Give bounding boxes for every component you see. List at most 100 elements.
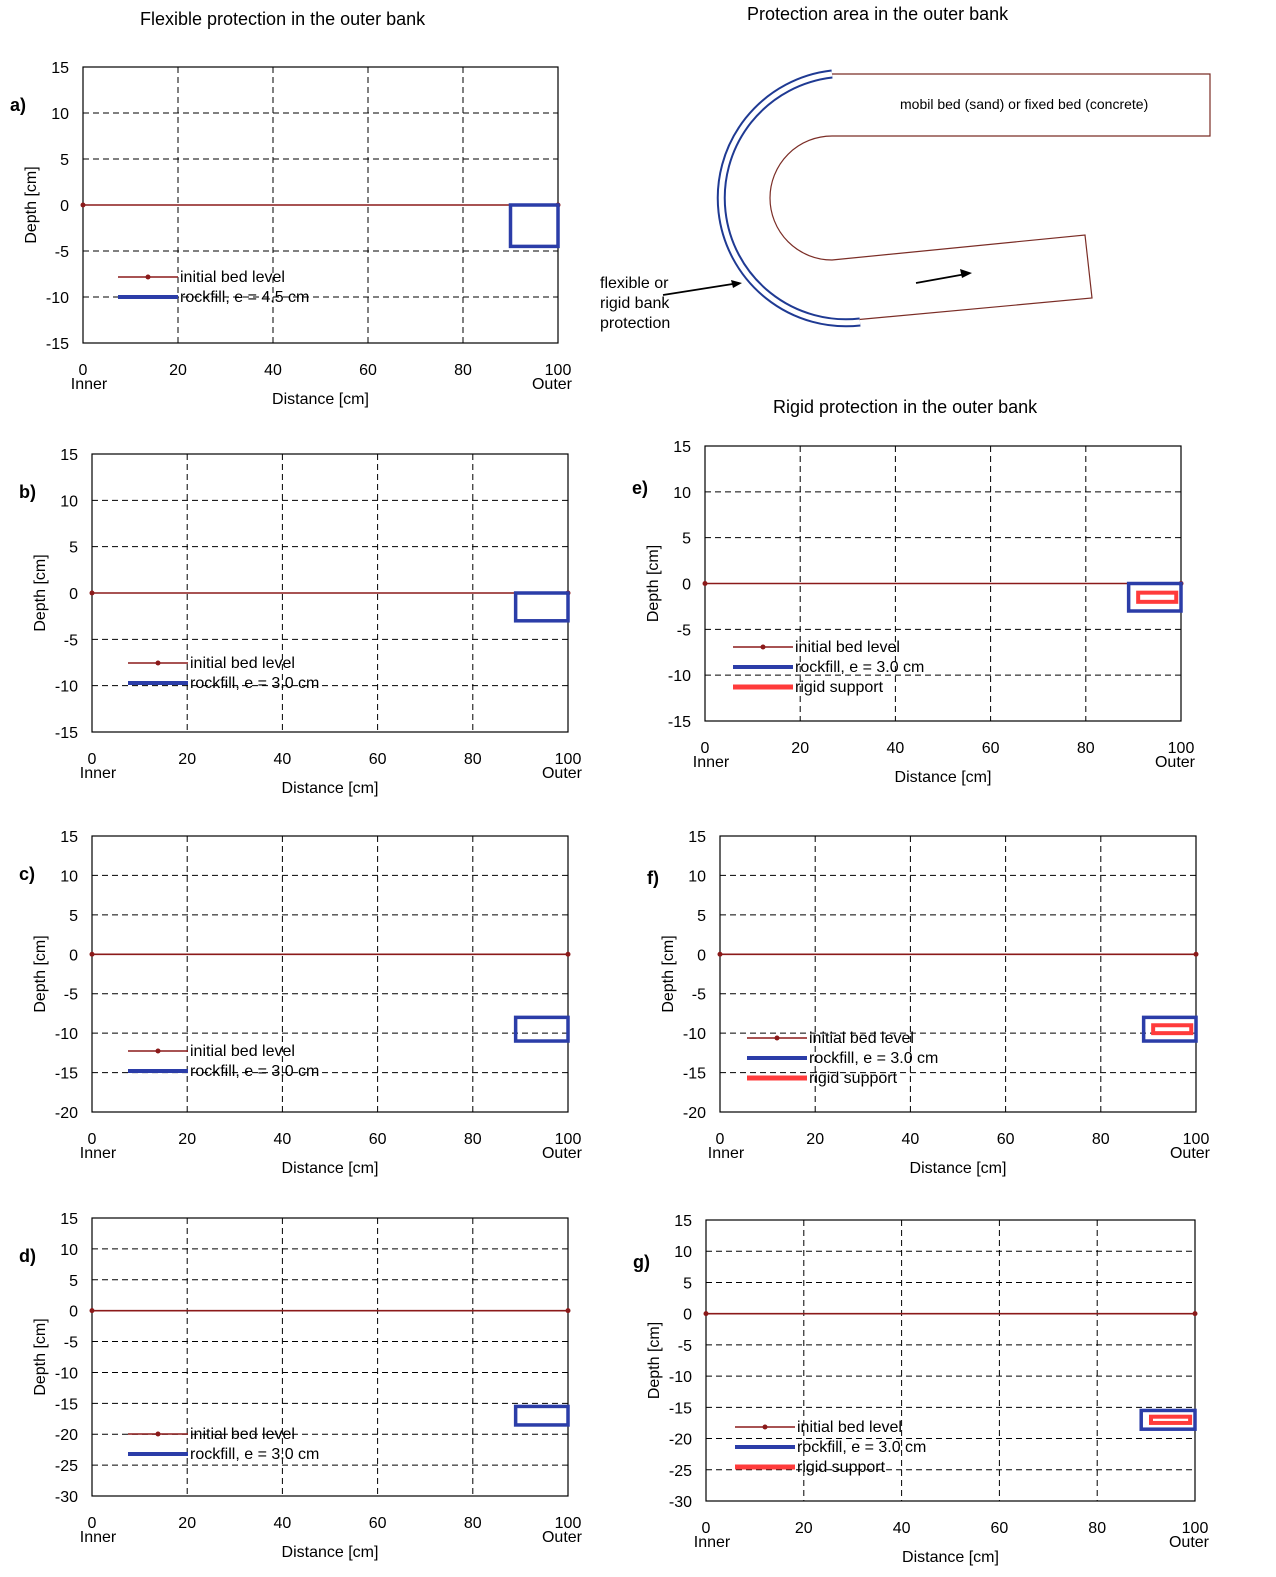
legend-label: rockfill, e = 3.0 cm — [190, 1446, 319, 1463]
legend-label: rockfill, e = 3.0 cm — [809, 1050, 938, 1067]
bed-level-point — [89, 951, 95, 957]
y-tick-label: -10 — [55, 679, 78, 696]
y-tick-label: 0 — [69, 586, 78, 603]
y-tick-label: -10 — [46, 290, 69, 307]
rigid-support-box — [1136, 590, 1179, 604]
x-tick-label: 100 — [555, 1515, 582, 1532]
y-tick-label: -10 — [55, 1365, 78, 1382]
x-axis-label: Distance [cm] — [282, 780, 379, 797]
x-tick-label: 40 — [274, 751, 292, 768]
protection-label-line-3: protection — [600, 315, 670, 332]
x-tick-label: 60 — [982, 740, 1000, 757]
rockfill-box — [1139, 1408, 1197, 1431]
x-tick-label: 80 — [464, 1515, 482, 1532]
rockfill-box — [1126, 581, 1183, 613]
y-axis-label: Depth [cm] — [23, 166, 40, 243]
x-tick-label: 100 — [545, 362, 572, 379]
y-tick-label: 10 — [60, 493, 78, 510]
legend-marker-bed — [155, 1048, 161, 1054]
x-tick-label: 0 — [88, 751, 97, 768]
legend-label: rigid support — [795, 679, 884, 696]
rockfill-box — [513, 1404, 570, 1427]
rockfill-box — [513, 591, 570, 623]
protection-area-title: Protection area in the outer bank — [747, 4, 1009, 24]
rigid-support-box — [1148, 1414, 1193, 1425]
plot-frame — [719, 835, 1197, 1113]
y-tick-label: 5 — [60, 152, 69, 169]
chart-g: 15 10 5 0 -5 -10 -15 -20 -25 -30 0 20 40 60 80 100 Inner… — [633, 1213, 1210, 1566]
rockfill-box — [513, 1015, 570, 1043]
outer-label: Outer — [1170, 1145, 1211, 1162]
protection-pointer-arrowhead — [731, 280, 742, 288]
y-tick-label: 0 — [682, 577, 691, 594]
inner-label: Inner — [694, 1534, 731, 1551]
outer-label: Outer — [542, 765, 583, 782]
bed-level-point — [565, 1308, 571, 1314]
channel-schematic: mobil bed (sand) or fixed bed (concrete)… — [600, 69, 1211, 332]
x-tick-label: 20 — [169, 362, 187, 379]
bed-level-point — [1192, 1311, 1198, 1317]
legend-marker-bed — [155, 1431, 161, 1437]
y-tick-label: 10 — [60, 868, 78, 885]
x-tick-label: 60 — [369, 1515, 387, 1532]
x-tick-label: 100 — [555, 751, 582, 768]
rigid-support-box — [1151, 1023, 1194, 1036]
y-tick-label: 5 — [682, 531, 691, 548]
outer-label: Outer — [542, 1529, 583, 1546]
y-axis-label: Depth [cm] — [660, 935, 677, 1012]
rockfill-box — [1141, 1015, 1198, 1043]
y-tick-label: 10 — [51, 106, 69, 123]
x-tick-label: 40 — [274, 1515, 292, 1532]
chart-b: 15 10 5 0 -5 -10 -15 0 20 40 60 80 100 Inner Outer Dist… — [19, 447, 583, 797]
bank-protection-band-inner — [718, 71, 861, 326]
plot-frame — [91, 1217, 569, 1497]
y-tick-label: 15 — [674, 1213, 692, 1230]
y-tick-label: -15 — [55, 1066, 78, 1083]
panel-letter: e) — [632, 478, 648, 498]
y-tick-label: 10 — [674, 1244, 692, 1261]
legend-label: initial bed level — [190, 1426, 295, 1443]
channel-outline — [769, 73, 1211, 323]
x-tick-label: 80 — [454, 362, 472, 379]
y-axis-label: Depth [cm] — [645, 545, 662, 622]
legend-marker-bed — [155, 660, 161, 666]
y-tick-label: -10 — [669, 1369, 692, 1386]
x-tick-label: 40 — [274, 1131, 292, 1148]
plot-frame — [91, 835, 569, 1113]
legend-label: rockfill, e = 3.0 cm — [190, 675, 319, 692]
y-tick-label: 15 — [60, 447, 78, 464]
y-tick-label: -25 — [669, 1463, 692, 1480]
x-axis-label: Distance [cm] — [272, 391, 369, 408]
y-tick-label: -15 — [46, 336, 69, 353]
inner-label: Inner — [80, 1145, 117, 1162]
x-tick-label: 20 — [806, 1131, 824, 1148]
y-axis-label: Depth [cm] — [646, 1322, 663, 1399]
outer-label: Outer — [542, 1145, 583, 1162]
outer-label: Outer — [1169, 1534, 1210, 1551]
y-tick-label: -30 — [55, 1489, 78, 1506]
outer-label: Outer — [1155, 754, 1196, 771]
panel-letter: g) — [633, 1252, 650, 1272]
y-tick-label: -10 — [683, 1026, 706, 1043]
legend-label: rigid support — [809, 1070, 898, 1087]
y-tick-label: -30 — [669, 1494, 692, 1511]
y-tick-label: -5 — [64, 632, 78, 649]
x-tick-label: 100 — [1182, 1520, 1209, 1537]
legend-label: rockfill, e = 3.0 cm — [795, 659, 924, 676]
x-tick-label: 20 — [178, 1515, 196, 1532]
protection-pointer-arrow — [662, 282, 740, 296]
y-tick-label: -15 — [683, 1066, 706, 1083]
chart-f: 15 10 5 0 -5 -10 -15 -20 0 20 40 60 80 100 Inner Outer D… — [647, 829, 1211, 1177]
plot-frame — [705, 1219, 1196, 1502]
y-tick-label: -20 — [683, 1105, 706, 1122]
x-tick-label: 60 — [369, 1131, 387, 1148]
protection-label-line-1: flexible or — [600, 275, 669, 292]
legend-label: rockfill, e = 3.0 cm — [190, 1063, 319, 1080]
bed-level-point — [89, 1308, 95, 1314]
y-tick-label: 5 — [683, 1275, 692, 1292]
y-tick-label: 0 — [683, 1307, 692, 1324]
legend-marker-bed — [774, 1035, 780, 1041]
x-tick-label: 80 — [1088, 1520, 1106, 1537]
x-tick-label: 20 — [178, 1131, 196, 1148]
